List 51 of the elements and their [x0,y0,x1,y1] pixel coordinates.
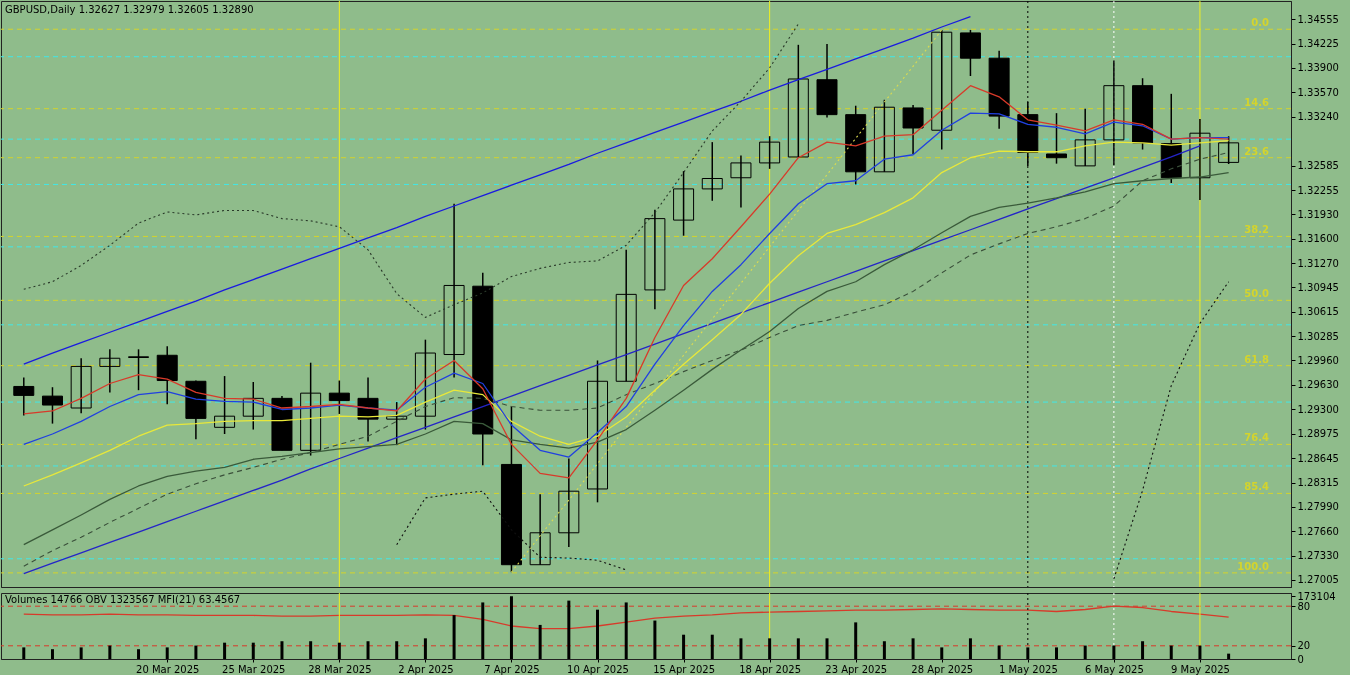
y-tick-label: 1.29300 [1297,403,1339,415]
y-tick-label: 1.27330 [1297,550,1339,562]
y-tick-label: 1.32255 [1297,184,1339,196]
annotation: 50.0 [1244,288,1270,300]
y-tick-label: 1.34225 [1297,38,1339,50]
chart-title: GBPUSD,Daily 1.32627 1.32979 1.32605 1.32890 [5,3,254,15]
x-tick-label: 9 May 2025 [1171,663,1230,675]
x-tick-label: 18 Apr 2025 [739,663,802,675]
annotation: 61.8 [1244,353,1270,365]
y-tick-label: 1.29630 [1297,379,1339,391]
x-tick-label: 28 Apr 2025 [911,663,974,675]
y-tick-label: 1.28315 [1297,477,1339,489]
y-tick-label: 1.27660 [1297,525,1339,537]
y-tick-label: 0 [1297,653,1304,665]
y2-tick-label: 20 [1297,640,1311,652]
x-tick-label: 10 Apr 2025 [567,663,629,675]
annotation: 85.4 [1244,481,1270,493]
x-tick-label: 28 Mar 2025 [308,663,372,675]
x-tick-label: 25 Mar 2025 [222,663,286,675]
y-tick-label: 1.33900 [1297,62,1339,74]
x-tick-label: 20 Mar 2025 [136,663,200,675]
y-tick-label: 1.30285 [1297,330,1339,342]
y-tick-label: 1.31270 [1297,257,1339,269]
y-tick-label: 1.34555 [1297,13,1339,25]
y-tick-label: 1.33570 [1297,86,1339,98]
y2-tick-label: 80 [1297,600,1311,612]
y-tick-label: 1.31600 [1297,233,1339,245]
x-tick-label: 7 Apr 2025 [484,663,540,675]
annotation: 100.0 [1237,560,1270,572]
y-tick-label: 1.31930 [1297,208,1339,220]
y-tick-label: 1.29960 [1297,354,1339,366]
y-tick-label: 1.28645 [1297,452,1339,464]
y-tick-label: 173104 [1297,590,1336,602]
annotation: 23.6 [1244,145,1270,157]
x-tick-label: 23 Apr 2025 [825,663,888,675]
x-tick-label: 6 May 2025 [1084,663,1144,675]
x-tick-label: 2 Apr 2025 [398,663,454,675]
x-tick-label: 15 Apr 2025 [653,663,715,675]
y-tick-label: 1.32585 [1297,160,1339,172]
annotation: 0.0 [1251,17,1270,29]
y-tick-label: 1.30615 [1297,306,1339,318]
y-tick-label: 1.27990 [1297,501,1339,513]
chart-title: Volumes 14766 OBV 1323567 MFI(21) 63.4567 [5,594,241,606]
annotation: 76.4 [1244,432,1270,444]
annotation: 14.6 [1244,96,1270,108]
annotation: 38.2 [1244,224,1270,236]
y-tick-label: 1.28975 [1297,428,1339,440]
y-tick-label: 1.27005 [1297,574,1339,586]
y-tick-label: 1.33240 [1297,111,1339,123]
x-tick-label: 1 May 2025 [998,663,1058,675]
y-tick-label: 1.30945 [1297,281,1339,293]
